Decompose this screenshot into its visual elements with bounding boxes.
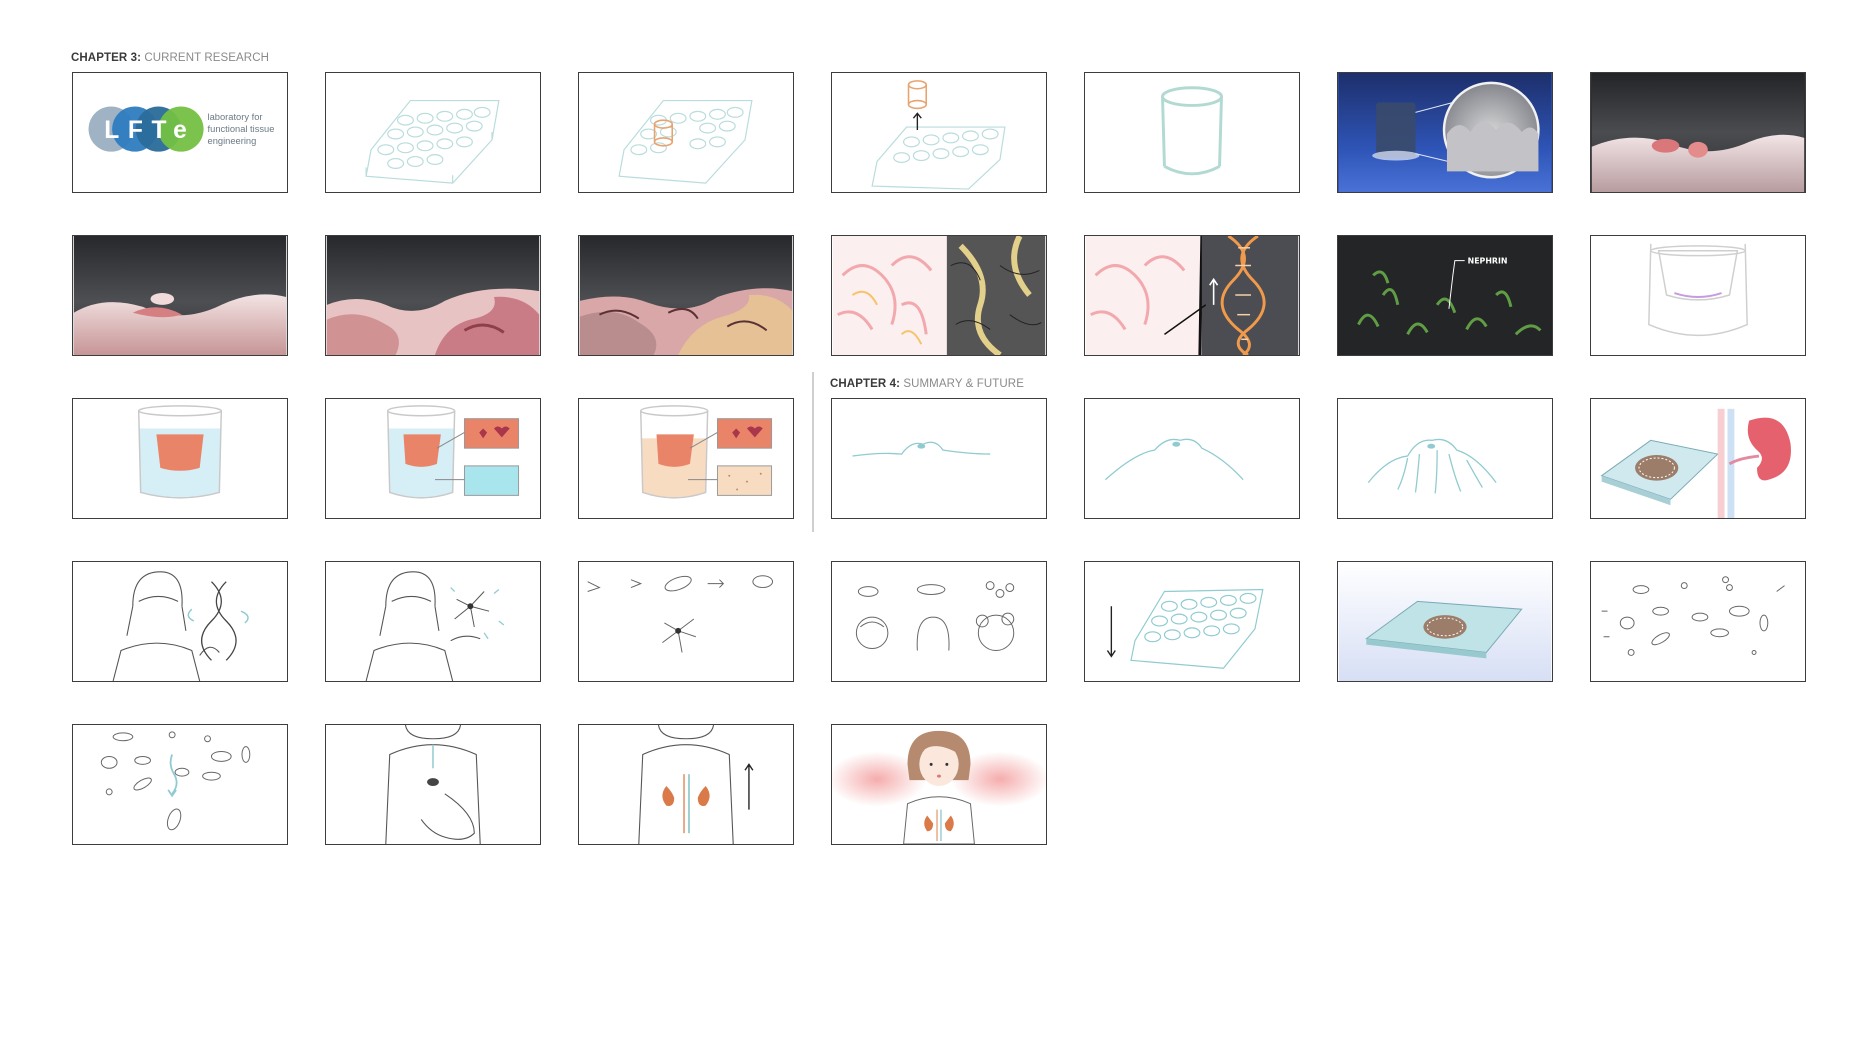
logo-letter-l: L <box>104 117 119 144</box>
storyboard-frame-well-highlight[interactable] <box>578 72 794 193</box>
podocyte-sketch <box>1367 438 1497 494</box>
kidney-chip-illustration <box>1600 408 1791 518</box>
person-swallow-sketch <box>385 725 481 844</box>
storyboard-frame-nephrin[interactable]: NEPHRIN <box>1337 235 1553 356</box>
storyboard-frame-tissue-micrograph[interactable] <box>831 235 1047 356</box>
plate-down-sketch <box>1106 588 1264 669</box>
storyboard-frame-chip-render[interactable] <box>1337 561 1553 682</box>
logo-letter-e: e <box>173 117 187 144</box>
well-section-sketch <box>1648 243 1748 336</box>
storyboard-frame-cell-podocyte[interactable] <box>1337 398 1553 519</box>
storyboard-frame-well-magnified[interactable] <box>1337 72 1553 193</box>
cell-spread-render-2 <box>326 236 540 355</box>
chip-render-illustration <box>1338 562 1552 681</box>
cell-spread-render-3 <box>579 236 793 355</box>
logo-letter-t: T <box>151 117 166 144</box>
nephrin-fluorescence: NEPHRIN <box>1338 236 1552 355</box>
cell-rising-sketch <box>1105 438 1244 481</box>
nephrin-label: NEPHRIN <box>1468 257 1508 266</box>
logo-tagline-3: engineering <box>208 136 257 146</box>
beaker-detail-sketch-1 <box>387 405 520 499</box>
storyboard-frame-healthy-girl[interactable] <box>831 724 1047 845</box>
lfte-logo: L F T e laboratory for functional tissue… <box>88 106 275 152</box>
cell-surface-render <box>1591 73 1805 192</box>
chapter-3-label: CHAPTER 3: <box>71 52 142 64</box>
storyboard-frame-cell-rising[interactable] <box>1084 398 1300 519</box>
storyboard-frame-tissue-in-beaker[interactable] <box>72 398 288 519</box>
storyboard-frame-well-lift[interactable] <box>831 72 1047 193</box>
chapter-4-title: SUMMARY & FUTURE <box>903 378 1024 390</box>
people-cells-sketch <box>855 581 1015 652</box>
kidneys-up-sketch <box>638 725 754 844</box>
storyboard-frame-well-section[interactable] <box>1590 235 1806 356</box>
logo-tagline-2: functional tissue <box>208 124 275 134</box>
chapter-3-heading: CHAPTER 3: CURRENT RESEARCH <box>71 52 269 64</box>
cell-flat-sketch <box>852 441 991 457</box>
healthy-girl-illustration <box>832 730 1046 844</box>
storyboard-frame-kidney-chip[interactable] <box>1590 398 1806 519</box>
storyboard-frame-dna-micrograph[interactable] <box>1084 235 1300 356</box>
well-plate-sketch <box>365 99 500 184</box>
storyboard-frame-people-cells[interactable] <box>831 561 1047 682</box>
storyboard-frame-cell-spread-2[interactable] <box>325 235 541 356</box>
storyboard-frame-cell-flat[interactable] <box>831 398 1047 519</box>
well-plate-highlight-sketch <box>618 99 753 184</box>
cells-drift-sketch <box>587 575 774 653</box>
cells-scatter-sketch <box>1601 576 1785 656</box>
storyboard-frame-beaker-detail-1[interactable] <box>325 398 541 519</box>
storyboard-frame-girl-cell[interactable] <box>325 561 541 682</box>
tissue-micrograph <box>832 236 1046 355</box>
storyboard-frame-cells-dna[interactable] <box>72 724 288 845</box>
storyboard-frame-girl-dna[interactable] <box>72 561 288 682</box>
storyboard-frame-plate-down[interactable] <box>1084 561 1300 682</box>
logo-letter-f: F <box>128 117 143 144</box>
storyboard-frame-cells-drift[interactable] <box>578 561 794 682</box>
storyboard-frame-well-plate[interactable] <box>325 72 541 193</box>
storyboard-frame-cell-spread-3[interactable] <box>578 235 794 356</box>
cells-dna-sketch <box>100 731 251 831</box>
chapter-4-label: CHAPTER 4: <box>830 378 901 390</box>
well-lift-sketch <box>871 80 1006 190</box>
cell-spread-render-1 <box>73 236 287 355</box>
girl-with-dna-sketch <box>112 571 249 681</box>
chapter-divider <box>812 372 814 532</box>
chapter-3-title: CURRENT RESEARCH <box>144 52 270 64</box>
storyboard-frame-cells-scatter[interactable] <box>1590 561 1806 682</box>
storyboard-frame-person-swallow[interactable] <box>325 724 541 845</box>
single-well-sketch <box>1161 86 1223 176</box>
storyboard-frame-beaker-detail-2[interactable] <box>578 398 794 519</box>
well-magnified-render <box>1338 73 1552 192</box>
storyboard-frame-kidneys-up[interactable] <box>578 724 794 845</box>
girl-with-cell-sketch <box>365 571 505 681</box>
storyboard-frame-well-closeup[interactable] <box>1084 72 1300 193</box>
storyboard-frame-cell-spread-1[interactable] <box>72 235 288 356</box>
logo-tagline-1: laboratory for <box>208 112 263 122</box>
dna-micrograph <box>1085 236 1299 355</box>
chapter-4-heading: CHAPTER 4: SUMMARY & FUTURE <box>830 378 1024 390</box>
beaker-detail-sketch-2 <box>640 405 773 499</box>
storyboard-frame-logo[interactable]: L F T e laboratory for functional tissue… <box>72 72 288 193</box>
tissue-in-beaker-sketch <box>137 405 223 499</box>
storyboard-frame-cell-surface[interactable] <box>1590 72 1806 193</box>
